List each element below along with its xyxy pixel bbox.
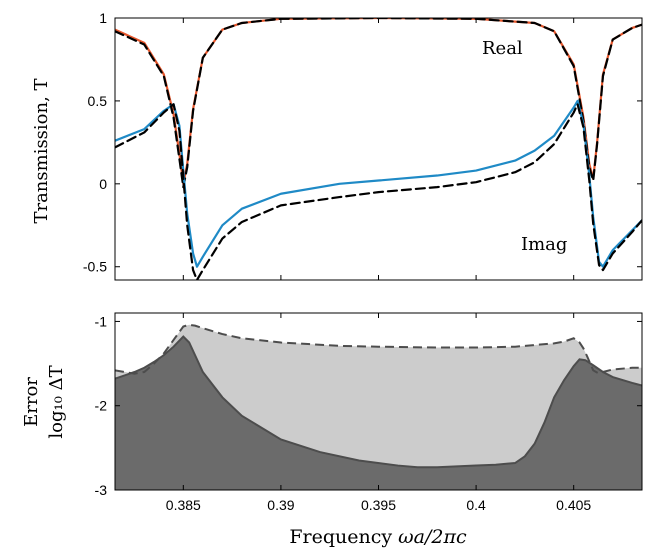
x-axis-label-prefix: Frequency — [289, 526, 398, 548]
xtick-label: 0.39 — [267, 497, 294, 513]
bottom-ytick-label: -2 — [95, 398, 108, 414]
top-ytick-label: 0 — [99, 176, 107, 192]
top-ytick-label: -0.5 — [83, 259, 107, 275]
series-real-dashed-line — [115, 18, 642, 189]
series-error-solid-area — [115, 336, 642, 490]
bottom-ytick-label: -3 — [95, 482, 108, 498]
xtick-label: 0.405 — [556, 497, 591, 513]
transmission-series-group — [115, 18, 642, 280]
error-axes-frame — [114, 312, 643, 491]
transmission-y-axis-label: Transmission, T — [31, 78, 52, 223]
series-error-dashed-line — [115, 323, 642, 375]
top-ytick-label: 0.5 — [88, 93, 108, 109]
error-y-ticks: -3 -2 -1 — [95, 313, 642, 498]
annotation-real: Real — [482, 38, 523, 59]
error-series-group — [115, 323, 642, 490]
error-x-ticks: 0.385 0.39 0.395 0.4 0.405 — [166, 313, 591, 513]
error-panel: 0.385 0.39 0.395 0.4 0.405 -3 -2 -1 Error log₁… — [21, 312, 643, 513]
annotation-imag: Imag — [521, 234, 567, 255]
error-y-axis-label-bottom: log₁₀ ΔT — [46, 365, 67, 438]
transmission-panel: -0.5 0 0.5 1 Real Imag Transmission, T — [31, 10, 643, 281]
transmission-y-ticks: -0.5 0 0.5 1 — [83, 10, 642, 275]
xtick-label: 0.385 — [166, 497, 201, 513]
transmission-axes-frame — [114, 17, 643, 281]
xtick-label: 0.4 — [466, 497, 486, 513]
error-y-axis-label-top: Error — [21, 377, 42, 427]
series-error-solid-line — [115, 335, 642, 469]
transmission-y-label-text: Transmission, T — [31, 78, 52, 223]
xtick-label: 0.395 — [361, 497, 396, 513]
x-axis-label: Frequency ωa/2πc — [289, 526, 467, 548]
x-axis-label-math: ωa/2πc — [398, 526, 467, 548]
top-ytick-label: 1 — [99, 10, 107, 26]
series-imag-dashed-line — [115, 103, 642, 280]
transmission-x-ticks — [182, 18, 575, 280]
bottom-ytick-label: -1 — [95, 313, 108, 329]
